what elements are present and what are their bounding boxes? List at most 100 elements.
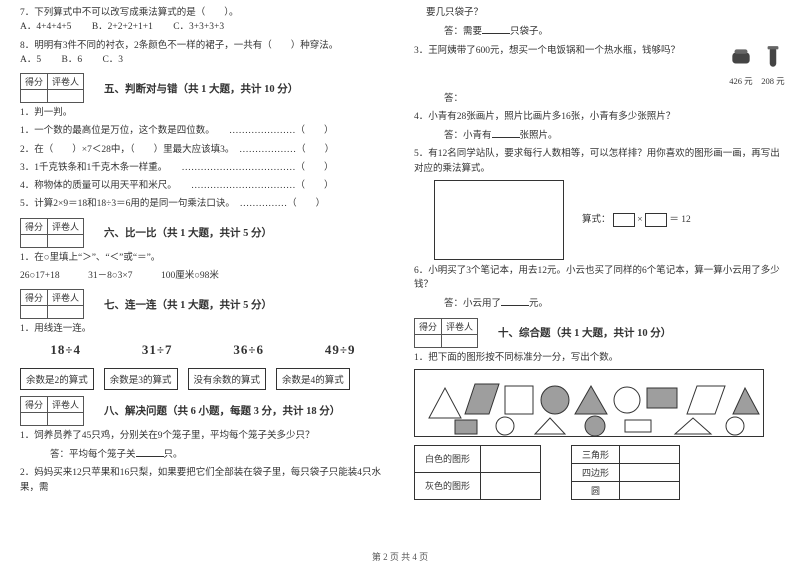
- formula-pre: 算式：: [582, 215, 611, 225]
- shapes-svg: [415, 370, 765, 438]
- a1-pre: 答：平均每个笼子关: [50, 450, 136, 460]
- sec5-lead: 1．判一判。: [20, 106, 386, 120]
- pot-icon: [728, 44, 754, 70]
- quad-label: 四边形: [572, 463, 620, 481]
- a4: 答：小青有 张照片。: [444, 128, 786, 143]
- score-box-7: 得分 评卷人: [20, 289, 84, 319]
- a3: 答：: [444, 92, 786, 106]
- a4-post: 张照片。: [520, 131, 558, 141]
- q8: 8．明明有3件不同的衬衣，2条颜色不一样的裙子，一共有（ ）种穿法。 A．5 B…: [20, 39, 386, 68]
- circ-label: 圆: [572, 481, 620, 499]
- sec10-lead: 1．把下面的图形按不同标准分一分，写出个数。: [414, 351, 786, 365]
- sec5-i5: 5．计算2×9＝18和18÷3＝6用的是同一句乘法口诀。 ……………（ ）: [20, 197, 386, 211]
- q8-stem: 8．明明有3件不同的衬衣，2条颜色不一样的裙子，一共有（ ）种穿法。: [20, 39, 386, 53]
- a6-post: 元。: [529, 299, 548, 309]
- blank: [501, 296, 529, 306]
- a1-post: 只。: [164, 450, 183, 460]
- bottle-icon: [760, 44, 786, 70]
- expr1: 18÷4: [50, 340, 81, 360]
- score-label: 得分: [21, 74, 48, 90]
- section10-title: 十、综合题（共 1 大题，共计 10 分）: [498, 325, 671, 340]
- sec6-row: 26○17+18 31－8○3×7 100厘米○98米: [20, 269, 386, 283]
- score-label: 得分: [415, 318, 442, 334]
- shape-table: 三角形 四边形 圆: [571, 445, 680, 500]
- color-table: 白色的图形 灰色的图形: [414, 445, 541, 500]
- section5-title: 五、判断对与错（共 1 大题，共计 10 分）: [104, 81, 298, 96]
- marker-label: 评卷人: [442, 318, 478, 334]
- rem-box-1: 余数是2的算式: [20, 368, 94, 390]
- right-column: 要几只袋子？ 答：需要 只袋子。 3．王阿姨带了600元，想买一个电饭锅和一个热水…: [400, 0, 800, 565]
- sec5-i3: 3．1千克铁条和1千克木条一样重。 ………………………………（ ）: [20, 161, 386, 175]
- sec5-i1: 1．一个数的最高位是万位，这个数是四位数。 …………………（ ）: [20, 124, 386, 138]
- q5: 5．有12名同学站队，要求每行人数相等，可以怎样排？用你喜欢的图形画一画，再写出…: [414, 147, 786, 176]
- drawing-box: [434, 180, 564, 260]
- rem-box-2: 余数是3的算式: [104, 368, 178, 390]
- rem-box-3: 没有余数的算式: [188, 368, 267, 390]
- q8-opt-c: C．3: [102, 55, 123, 65]
- marker-label: 评卷人: [48, 74, 84, 90]
- section7-header: 得分 评卷人 七、连一连（共 1 大题，共计 5 分）: [20, 289, 386, 319]
- q3-stem: 3．王阿姨带了600元，想买一个电饭锅和一个热水瓶，钱够吗？: [414, 44, 722, 58]
- q3: 3．王阿姨带了600元，想买一个电饭锅和一个热水瓶，钱够吗？ 426 元 208…: [414, 44, 786, 88]
- left-column: 7．下列算式中不可以改写成乘法算式的是（ ）。 A．4+4+4+5 B．2+2+…: [0, 0, 400, 565]
- score-box-8: 得分 评卷人: [20, 396, 84, 426]
- sec5-i2: 2．在（ ）×7＜28中，（ ）里最大应该填3。 ………………（ ）: [20, 143, 386, 157]
- section8-title: 八、解决问题（共 6 小题，每题 3 分，共计 18 分）: [104, 403, 340, 418]
- formula-eq: ＝ 12: [669, 215, 690, 225]
- thermos: 208 元: [760, 44, 786, 88]
- a4-pre: 答：小青有: [444, 131, 492, 141]
- marker-label: 评卷人: [48, 396, 84, 412]
- section7-title: 七、连一连（共 1 大题，共计 5 分）: [104, 297, 272, 312]
- a2-post: 只袋子。: [510, 27, 548, 37]
- section6-title: 六、比一比（共 1 大题，共计 5 分）: [104, 225, 272, 240]
- q7-opt-a: A．4+4+4+5: [20, 22, 71, 32]
- q7-opt-b: B．2+2+2+1+1: [92, 22, 153, 32]
- formula: 算式： × ＝ 12: [582, 213, 691, 227]
- score-label: 得分: [21, 396, 48, 412]
- marker-label: 评卷人: [48, 218, 84, 234]
- remainder-boxes: 余数是2的算式 余数是3的算式 没有余数的算式 余数是4的算式: [20, 368, 386, 390]
- blank: [482, 24, 510, 34]
- score-box-10: 得分 评卷人: [414, 318, 478, 348]
- rice-cooker: 426 元: [728, 44, 754, 88]
- shapes-box: [414, 369, 764, 437]
- factor2-box: [645, 213, 667, 227]
- a2: 答：需要 只袋子。: [444, 24, 786, 39]
- blank: [492, 128, 520, 138]
- expr3: 36÷6: [233, 340, 264, 360]
- a6-pre: 答：小云用了: [444, 299, 501, 309]
- expr4: 49÷9: [325, 340, 356, 360]
- q8-options: A．5 B．6 C．3: [20, 53, 386, 67]
- q7-opt-c: C．3+3+3+3: [173, 22, 224, 32]
- score-box-5: 得分 评卷人: [20, 73, 84, 103]
- sec7-lead: 1．用线连一连。: [20, 322, 386, 336]
- section6-header: 得分 评卷人 六、比一比（共 1 大题，共计 5 分）: [20, 218, 386, 248]
- q7: 7．下列算式中不可以改写成乘法算式的是（ ）。 A．4+4+4+5 B．2+2+…: [20, 6, 386, 35]
- expr2: 31÷7: [142, 340, 173, 360]
- q5-work: 算式： × ＝ 12: [434, 180, 786, 260]
- q8-opt-b: B．6: [62, 55, 83, 65]
- price2: 208 元: [760, 75, 786, 88]
- a2-pre: 答：需要: [444, 27, 482, 37]
- q3-icons: 426 元 208 元: [728, 44, 786, 88]
- section8-header: 得分 评卷人 八、解决问题（共 6 小题，每题 3 分，共计 18 分）: [20, 396, 386, 426]
- section5-header: 得分 评卷人 五、判断对与错（共 1 大题，共计 10 分）: [20, 73, 386, 103]
- sec8-a1: 答：平均每个笼子关 只。: [50, 447, 386, 462]
- marker-label: 评卷人: [48, 290, 84, 306]
- sec8-q1: 1．饲养员养了45只鸡，分别关在9个笼子里，平均每个笼子关多少只？: [20, 429, 386, 443]
- score-label: 得分: [21, 290, 48, 306]
- q7-stem: 7．下列算式中不可以改写成乘法算式的是（ ）。: [20, 6, 386, 20]
- score-label: 得分: [21, 218, 48, 234]
- page-footer: 第 2 页 共 4 页: [0, 550, 800, 563]
- q7-options: A．4+4+4+5 B．2+2+2+1+1 C．3+3+3+3: [20, 20, 386, 34]
- q4: 4．小青有28张画片，照片比画片多16张，小青有多少张照片？: [414, 110, 786, 124]
- q2-cont: 要几只袋子？: [426, 6, 786, 20]
- grey-label: 灰色的图形: [415, 472, 481, 499]
- q6: 6．小明买了3个笔记本，用去12元。小云也买了同样的6个笔记本，算一算小云用了多…: [414, 264, 786, 293]
- rem-box-4: 余数是4的算式: [276, 368, 350, 390]
- score-box-6: 得分 评卷人: [20, 218, 84, 248]
- white-label: 白色的图形: [415, 445, 481, 472]
- sec8-q2: 2．妈妈买来12只苹果和16只梨，如果要把它们全部装在袋子里，每只袋子只能装4只…: [20, 466, 386, 495]
- sec5-i4: 4．称物体的质量可以用天平和米尺。 ……………………………（ ）: [20, 179, 386, 193]
- blank: [136, 447, 164, 457]
